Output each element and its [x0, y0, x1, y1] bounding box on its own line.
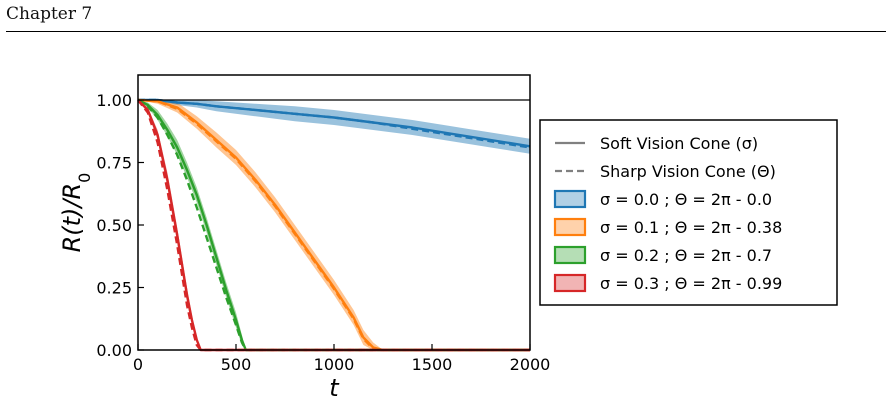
series-lines	[137, 98, 531, 352]
band-series-1	[138, 100, 530, 154]
header-rule	[6, 31, 886, 32]
y-tick-label: 0.75	[96, 154, 132, 173]
legend-label: Sharp Vision Cone (Θ)	[600, 162, 776, 181]
sharp-line-series-1	[138, 98, 531, 149]
axis-ticks: 0 500 1000 1500 2000 0.00 0.25 0.50 0.75 1.00	[96, 91, 550, 374]
legend: Soft Vision Cone (σ) Sharp Vision Cone (Θ…	[539, 119, 838, 306]
x-tick-label: 1500	[412, 355, 453, 374]
x-tick-label: 2000	[510, 355, 551, 374]
uncertainty-bands	[138, 100, 530, 350]
legend-handle-patch	[553, 245, 587, 265]
y-axis-label: R(t)/R0	[58, 173, 94, 253]
y-axis-label-subscript: 0	[75, 173, 94, 183]
y-tick-label: 0.00	[96, 341, 132, 360]
legend-label: σ = 0.0 ; Θ = 2π - 0.0	[600, 190, 772, 209]
y-tick-label: 0.50	[96, 216, 132, 235]
legend-label: σ = 0.1 ; Θ = 2π - 0.38	[600, 218, 782, 237]
legend-label: σ = 0.2 ; Θ = 2π - 0.7	[600, 246, 772, 265]
y-tick-label: 0.25	[96, 279, 132, 298]
legend-box	[539, 119, 838, 306]
legend-label: σ = 0.3 ; Θ = 2π - 0.99	[600, 274, 782, 293]
legend-handle-patch	[553, 217, 587, 237]
y-tick-label: 1.00	[96, 91, 132, 110]
sharp-line-series-4	[137, 99, 530, 352]
band-series-2	[138, 100, 530, 350]
page-header: Chapter 7	[6, 4, 93, 24]
y-axis-label-main: R(t)/R	[58, 183, 86, 253]
x-tick-label: 500	[221, 355, 252, 374]
legend-handle-patch	[553, 189, 587, 209]
legend-handle-patch	[553, 273, 587, 293]
x-tick-label: 1000	[314, 355, 355, 374]
legend-label: Soft Vision Cone (σ)	[600, 134, 758, 153]
x-axis-label: t	[329, 374, 340, 402]
x-tick-label: 0	[133, 355, 143, 374]
